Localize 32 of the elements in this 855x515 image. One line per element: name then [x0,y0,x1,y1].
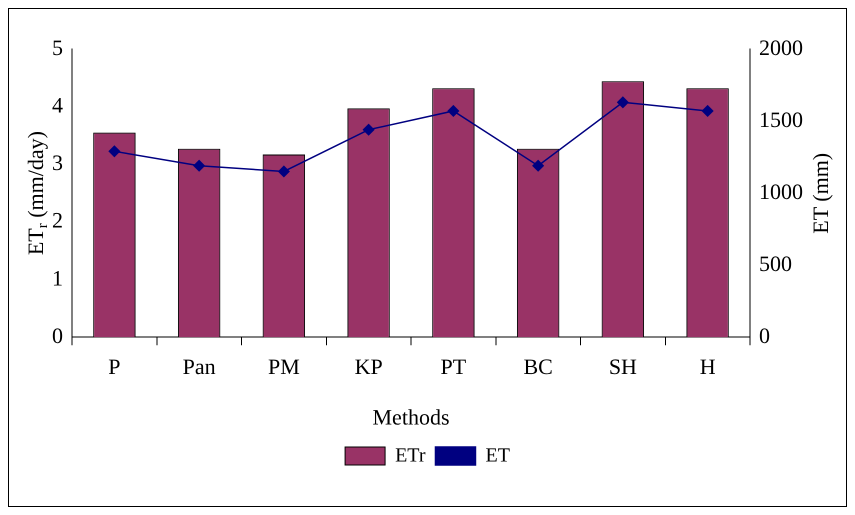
y-axis-title: ETr (mm/day) [22,131,51,256]
y-tick-label: 2 [52,208,63,233]
y2-tick-label: 0 [759,322,770,348]
y2-tick-label: 2000 [759,34,803,60]
x-tick-label: PT [440,354,467,380]
point [617,96,629,108]
point [532,160,544,172]
x-tick-label: P [108,354,120,380]
x-tick-label: PM [268,354,300,380]
y2-axis-title: ET (mm) [808,152,833,234]
y-tick-label: 4 [52,92,63,118]
x-tick-label: H [700,354,716,380]
y2-tick-label: 500 [759,250,792,276]
y2-tick-label: 1500 [759,106,803,132]
point [702,105,714,117]
legend-label: ET [485,444,510,466]
x-tick-label: KP [354,354,383,380]
point [278,166,290,178]
x-tick-label: SH [608,354,638,380]
y-tick-label: 1 [52,265,63,290]
y-tick-label: 3 [52,150,63,176]
y-tick-label: 0 [52,322,63,348]
legend-label: ETr [395,444,426,466]
point [108,146,120,158]
point [448,105,460,117]
point [362,124,374,136]
y2-tick-label: 1000 [759,178,803,204]
x-tick-label: Pan [182,354,216,380]
x-tick-label: BC [523,354,553,380]
y-tick-label: 5 [52,34,63,60]
x-axis-title: Methods [372,404,450,430]
point [193,160,205,172]
